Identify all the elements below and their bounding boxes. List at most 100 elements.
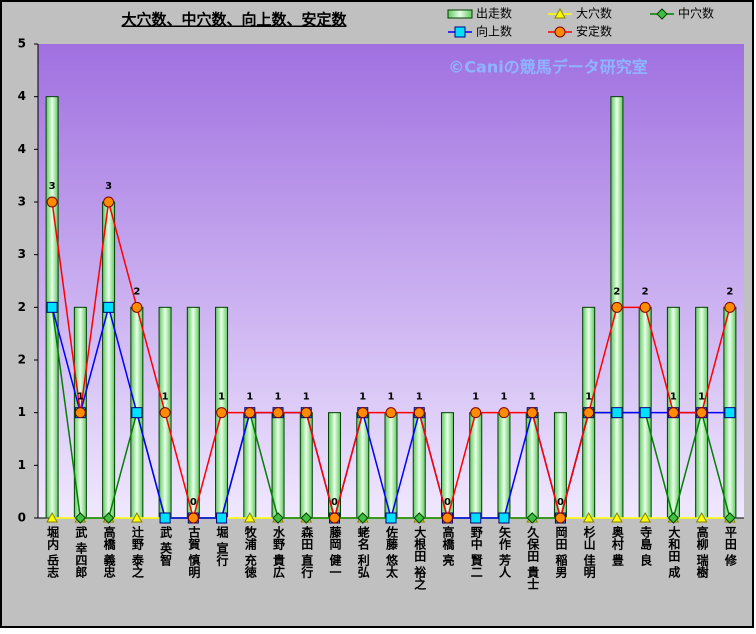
data-label: 0 bbox=[444, 497, 451, 508]
x-tick-label: 大根田 裕之 bbox=[413, 525, 427, 591]
point bbox=[582, 511, 595, 523]
point bbox=[498, 407, 510, 419]
point bbox=[74, 512, 87, 524]
point bbox=[243, 511, 256, 523]
point bbox=[187, 512, 199, 524]
point bbox=[300, 407, 312, 419]
point bbox=[102, 512, 115, 524]
point bbox=[639, 407, 651, 419]
point bbox=[159, 407, 171, 419]
point bbox=[103, 196, 115, 208]
x-tick-label: 森田 直行 bbox=[300, 525, 314, 579]
point bbox=[583, 407, 595, 419]
data-label: 1 bbox=[585, 392, 592, 403]
x-tick-label: 野中 賢二 bbox=[469, 526, 483, 579]
data-label: 1 bbox=[388, 392, 395, 403]
point bbox=[611, 407, 623, 419]
point bbox=[357, 512, 369, 524]
data-label: 2 bbox=[642, 286, 649, 297]
data-label: 1 bbox=[472, 392, 479, 403]
legend-label: 大穴数 bbox=[576, 6, 612, 21]
data-label: 0 bbox=[557, 497, 564, 508]
x-tick-label: 堀内 岳志 bbox=[46, 525, 60, 579]
point bbox=[470, 512, 482, 524]
y-tick-label: 4 bbox=[18, 89, 26, 103]
data-label: 1 bbox=[698, 392, 705, 403]
x-tick-label: 蛯名 利弘 bbox=[356, 525, 370, 579]
data-label: 1 bbox=[246, 392, 253, 403]
point bbox=[498, 512, 510, 524]
point bbox=[526, 407, 538, 419]
point bbox=[724, 301, 736, 313]
x-tick-label: 藤岡 健一 bbox=[328, 525, 342, 579]
y-tick-label: 3 bbox=[18, 195, 26, 209]
point bbox=[554, 512, 566, 524]
point bbox=[216, 512, 228, 524]
data-label: 0 bbox=[331, 497, 338, 508]
y-tick-label: 1 bbox=[18, 405, 26, 419]
point bbox=[357, 407, 369, 419]
point bbox=[74, 407, 86, 419]
legend-label: 中穴数 bbox=[678, 6, 714, 21]
data-label: 2 bbox=[133, 286, 140, 297]
x-tick-label: 堀 宣行 bbox=[215, 525, 229, 567]
y-tick-label: 0 bbox=[18, 511, 26, 525]
legend-marker bbox=[454, 26, 466, 38]
legend-swatch bbox=[447, 9, 473, 19]
point bbox=[639, 301, 651, 313]
point bbox=[696, 407, 708, 419]
x-tick-label: 高橋 義忠 bbox=[102, 525, 116, 579]
y-tick-label: 2 bbox=[18, 353, 26, 367]
point bbox=[667, 512, 680, 524]
y-tick-label: 2 bbox=[18, 300, 26, 314]
data-label: 1 bbox=[77, 392, 84, 403]
point bbox=[724, 407, 736, 419]
legend-label: 向上数 bbox=[476, 24, 512, 39]
bar bbox=[102, 201, 116, 519]
y-tick-label: 4 bbox=[18, 142, 26, 156]
point bbox=[639, 511, 652, 523]
data-label: 2 bbox=[613, 286, 620, 297]
point bbox=[103, 301, 115, 313]
x-tick-label: 寺島 良 bbox=[639, 525, 653, 567]
data-label: 2 bbox=[726, 286, 733, 297]
point bbox=[611, 301, 623, 313]
point bbox=[667, 407, 679, 419]
x-tick-label: 岡田 稲男 bbox=[554, 526, 568, 579]
data-label: 0 bbox=[190, 497, 197, 508]
x-tick-label: 矢作 芳人 bbox=[497, 525, 511, 579]
data-label: 1 bbox=[500, 392, 507, 403]
point bbox=[272, 407, 284, 419]
data-label: 1 bbox=[162, 392, 169, 403]
point bbox=[695, 511, 708, 523]
data-label: 1 bbox=[275, 392, 282, 403]
y-tick-label: 1 bbox=[18, 458, 26, 472]
data-label: 1 bbox=[218, 392, 225, 403]
point bbox=[611, 511, 623, 523]
point bbox=[329, 512, 341, 524]
point bbox=[385, 512, 397, 524]
x-tick-label: 高橋 亮 bbox=[441, 525, 455, 567]
x-tick-label: 高柳 瑞樹 bbox=[695, 525, 709, 579]
y-tick-label: 3 bbox=[18, 247, 26, 261]
point bbox=[441, 512, 453, 524]
data-label: 3 bbox=[105, 181, 112, 192]
point bbox=[46, 196, 58, 208]
x-tick-label: 武 幸四郎 bbox=[74, 525, 88, 579]
data-label: 1 bbox=[416, 392, 423, 403]
bar bbox=[186, 306, 200, 519]
legend-label: 安定数 bbox=[576, 24, 612, 39]
point bbox=[216, 407, 228, 419]
point bbox=[470, 407, 482, 419]
point bbox=[724, 512, 736, 524]
x-tick-label: 佐藤 悠太 bbox=[385, 525, 399, 579]
point bbox=[131, 301, 143, 313]
point bbox=[46, 511, 58, 523]
x-tick-label: 牧浦 充徳 bbox=[243, 525, 257, 579]
x-tick-label: 久保田 貴士 bbox=[526, 525, 540, 591]
legend-label: 出走数 bbox=[476, 6, 512, 21]
legend-marker bbox=[656, 8, 668, 20]
point bbox=[159, 512, 171, 524]
data-label: 1 bbox=[670, 392, 677, 403]
